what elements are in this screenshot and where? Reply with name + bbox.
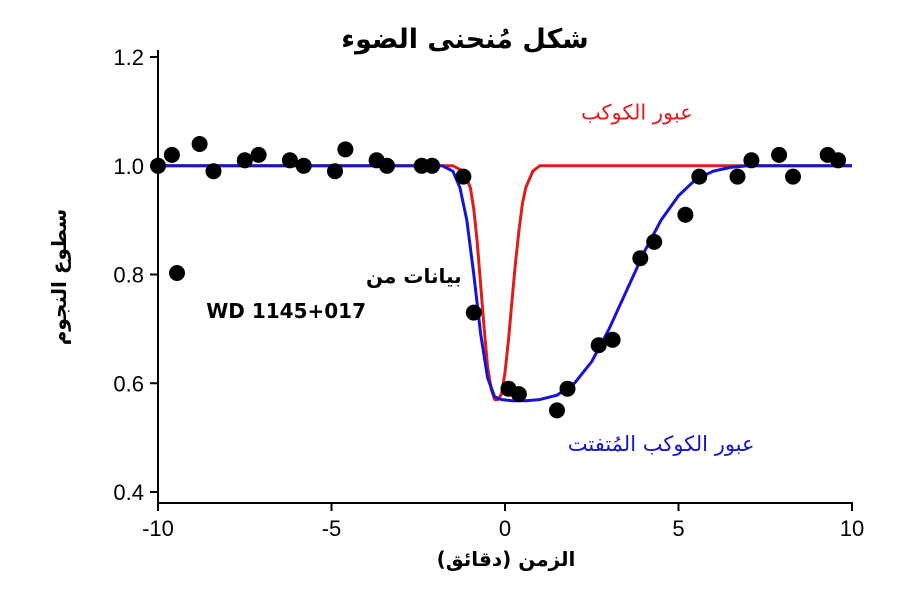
data-point (743, 152, 760, 169)
legend-marker (169, 265, 185, 281)
data-point (327, 163, 343, 180)
data-point (691, 168, 708, 185)
x-tick-label: 0 (499, 516, 511, 541)
data-point (785, 168, 801, 185)
data-point (830, 152, 847, 169)
data-point (295, 157, 312, 174)
data-point (677, 206, 694, 223)
data-point (510, 386, 527, 403)
y-axis-ticks: 0.4 0.6 0.8 1.0 1.2 (113, 45, 158, 505)
data-point (150, 157, 166, 174)
fit-curves (158, 164, 852, 403)
y-tick-label: 1.2 (113, 45, 144, 70)
data-point (379, 157, 395, 174)
data-point (191, 136, 208, 152)
data-point (250, 146, 267, 163)
data-point (590, 337, 607, 354)
legend-label-line2: WD 1145+017 (206, 299, 366, 323)
data-point (604, 331, 621, 348)
y-axis-label: سطوع النجوم (47, 209, 71, 345)
disintegrating-transit-label: عبور الكوكب المُتفتت (568, 432, 755, 456)
data-point (337, 141, 354, 158)
data-point (729, 168, 746, 185)
data-point (281, 152, 298, 169)
x-tick-label: 5 (672, 516, 684, 541)
disintegrating-planet-curve (158, 164, 852, 403)
data-point (771, 146, 788, 163)
planet-transit-curve (158, 164, 852, 402)
y-tick-label: 0.6 (113, 371, 144, 396)
data-point (646, 233, 663, 250)
x-tick-label: -10 (142, 516, 174, 541)
curve-annotations: عبور الكوكب عبور الكوكب المُتفتت (568, 101, 755, 457)
legend-label-line1: بيانات من (366, 264, 462, 288)
y-tick-label: 1.0 (113, 154, 144, 179)
data-point (465, 304, 482, 321)
y-tick-label: 0.4 (113, 480, 144, 505)
x-tick-label: 10 (840, 516, 864, 541)
data-point (455, 168, 472, 185)
y-tick-label: 0.8 (113, 263, 144, 288)
data-point (549, 402, 565, 419)
legend: بيانات من WD 1145+017 (169, 264, 462, 323)
plot-area: 0.4 0.6 0.8 1.0 1.2 -10 -5 0 5 10 (113, 45, 864, 541)
data-point (163, 146, 180, 163)
data-point (632, 250, 649, 267)
data-point (559, 380, 576, 397)
data-point (205, 163, 222, 180)
x-axis-label: الزمن (دقائق) (437, 547, 576, 571)
x-axis-ticks: -10 -5 0 5 10 (142, 503, 864, 541)
data-point (424, 157, 441, 174)
data-points (150, 136, 847, 419)
planet-transit-label: عبور الكوكب (581, 101, 693, 125)
chart-title: شكل مُنحنى الضوء (341, 24, 588, 55)
x-tick-label: -5 (322, 516, 342, 541)
data-point (236, 152, 253, 169)
